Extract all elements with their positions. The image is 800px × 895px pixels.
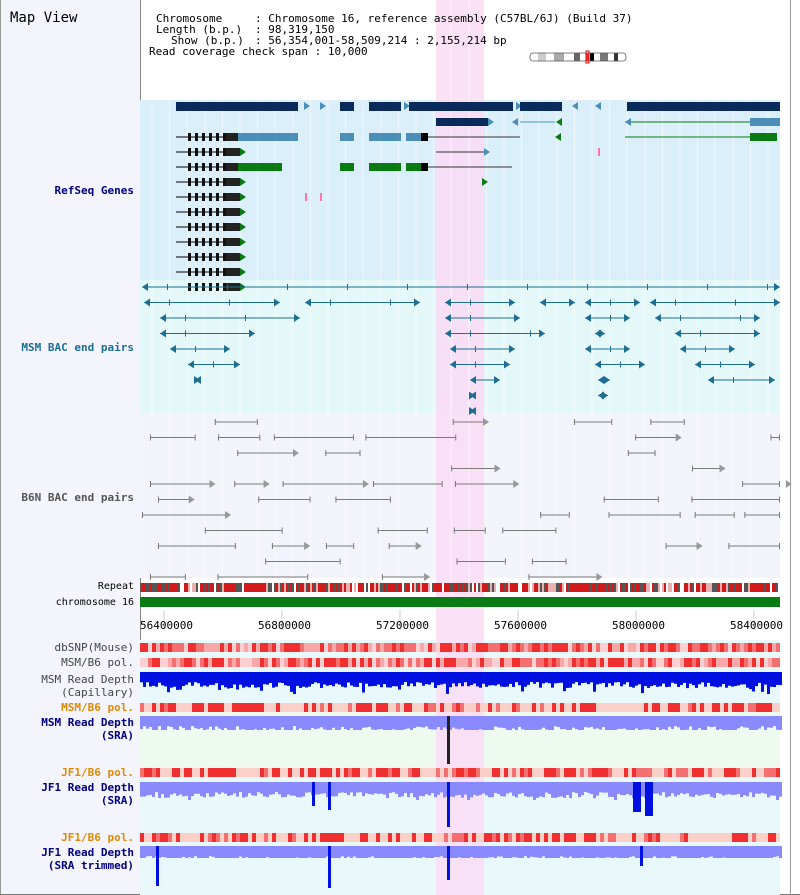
ruler-ticks: 56400000 56800000 57200000 57600000 58000000… (140, 619, 783, 632)
jf1-b6-pol-strip (140, 768, 780, 777)
msm-depth-capillary-label[interactable]: MSM Read Depth (Capillary) (41, 673, 134, 699)
msm-b6-pol-2-strip (140, 703, 780, 712)
refseq-genes-label[interactable]: RefSeq Genes (54, 184, 134, 197)
msm-b6-pol-label[interactable]: MSM/B6 pol. (61, 656, 134, 669)
jf1-depth-trimmed-bars (140, 846, 782, 888)
length-value: 98,319,150 (268, 23, 335, 36)
coverage-key: Read coverage check span (149, 45, 308, 58)
msm-bac-label[interactable]: MSM BAC end pairs (21, 341, 134, 354)
repeat-track (140, 583, 780, 592)
chromosome-label: chromosome 16 (55, 597, 134, 608)
dbsnp-label[interactable]: dbSNP(Mouse) (54, 641, 134, 654)
jf1-depth-trimmed-label[interactable]: JF1 Read Depth (SRA trimmed) (41, 846, 134, 872)
msm-depth-capillary-line2: (Capillary) (61, 686, 134, 699)
msm-depth-sra-bars (140, 716, 782, 764)
msm-depth-capillary-line1: MSM Read Depth (41, 673, 134, 686)
jf1-b6-pol-label[interactable]: JF1/B6 pol. (61, 766, 134, 779)
b6n-bac-label[interactable]: B6N BAC end pairs (21, 491, 134, 504)
left-panel (0, 0, 140, 895)
ideogram-position-marker (585, 50, 590, 64)
ruler-tick-label: 58000000 (612, 619, 665, 632)
jf1-depth-sra-line2: (SRA) (100, 794, 134, 807)
jf1-depth-sra-label[interactable]: JF1 Read Depth (SRA) (41, 781, 134, 807)
chromosome-key: Chromosome (156, 12, 223, 25)
show-key: Show (b.p.) (171, 34, 244, 47)
msm-depth-sra-line2: (SRA) (100, 729, 134, 742)
jf1-b6-pol-2-strip (140, 833, 780, 842)
map-view-title: Map View (10, 10, 78, 26)
msm-b6-pol-strip (140, 658, 780, 667)
ruler-tick-label: 56800000 (258, 619, 311, 632)
msm-bac-pairs (142, 283, 780, 415)
jf1-b6-pol-2-label[interactable]: JF1/B6 pol. (61, 831, 134, 844)
jf1-depth-sra-bars (140, 782, 782, 827)
selected-region-highlight (436, 0, 484, 895)
repeat-label: Repeat (97, 581, 134, 592)
ruler-tick-label: 56400000 (140, 619, 193, 632)
jf1-depth-trimmed-line1: JF1 Read Depth (41, 846, 134, 859)
chromosome-bar (140, 597, 780, 607)
msm-b6-pol-2-label[interactable]: MSM/B6 pol. (61, 701, 134, 714)
ruler-tick-label: 58400000 (730, 619, 783, 632)
chromosome-value: Chromosome 16, reference assembly (C57BL… (268, 12, 633, 25)
show-value: 56,354,001-58,509,214 : 2,155,214 bp (268, 34, 507, 47)
ruler-tick-label: 57600000 (494, 619, 547, 632)
length-key: Length (b.p.) (156, 23, 243, 36)
msm-depth-sra-line1: MSM Read Depth (41, 716, 134, 729)
jf1-depth-trimmed-line2: (SRA trimmed) (47, 859, 134, 872)
msm-depth-capillary-bars (140, 672, 782, 694)
coverage-value: 10,000 (327, 45, 368, 58)
ruler-tick-label: 57200000 (376, 619, 429, 632)
chromosome-ideogram (529, 52, 627, 62)
dbsnp-strip (140, 643, 780, 652)
msm-depth-sra-label[interactable]: MSM Read Depth (SRA) (41, 716, 134, 742)
jf1-depth-sra-line1: JF1 Read Depth (41, 781, 134, 794)
b6n-bac-pairs (142, 418, 792, 581)
